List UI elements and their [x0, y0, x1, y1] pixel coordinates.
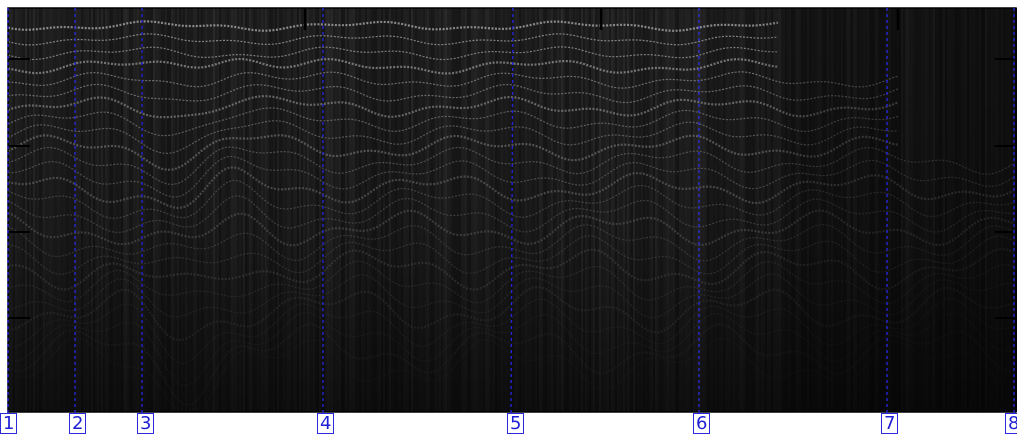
- marker-label-3: 3: [137, 413, 155, 434]
- frame-border: [7, 7, 1017, 413]
- marker-lines: [7, 7, 1015, 414]
- marker-label-1: 1: [0, 413, 18, 434]
- plot-frame: [7, 7, 1017, 413]
- marker-label-5: 5: [507, 413, 525, 434]
- marker-label-8: 8: [1005, 413, 1017, 434]
- marker-line: [510, 7, 514, 414]
- marker-label-6: 6: [693, 413, 711, 434]
- marker-label-7: 7: [881, 413, 899, 434]
- marker-label-4: 4: [317, 413, 335, 434]
- marker-label-2: 2: [69, 413, 87, 434]
